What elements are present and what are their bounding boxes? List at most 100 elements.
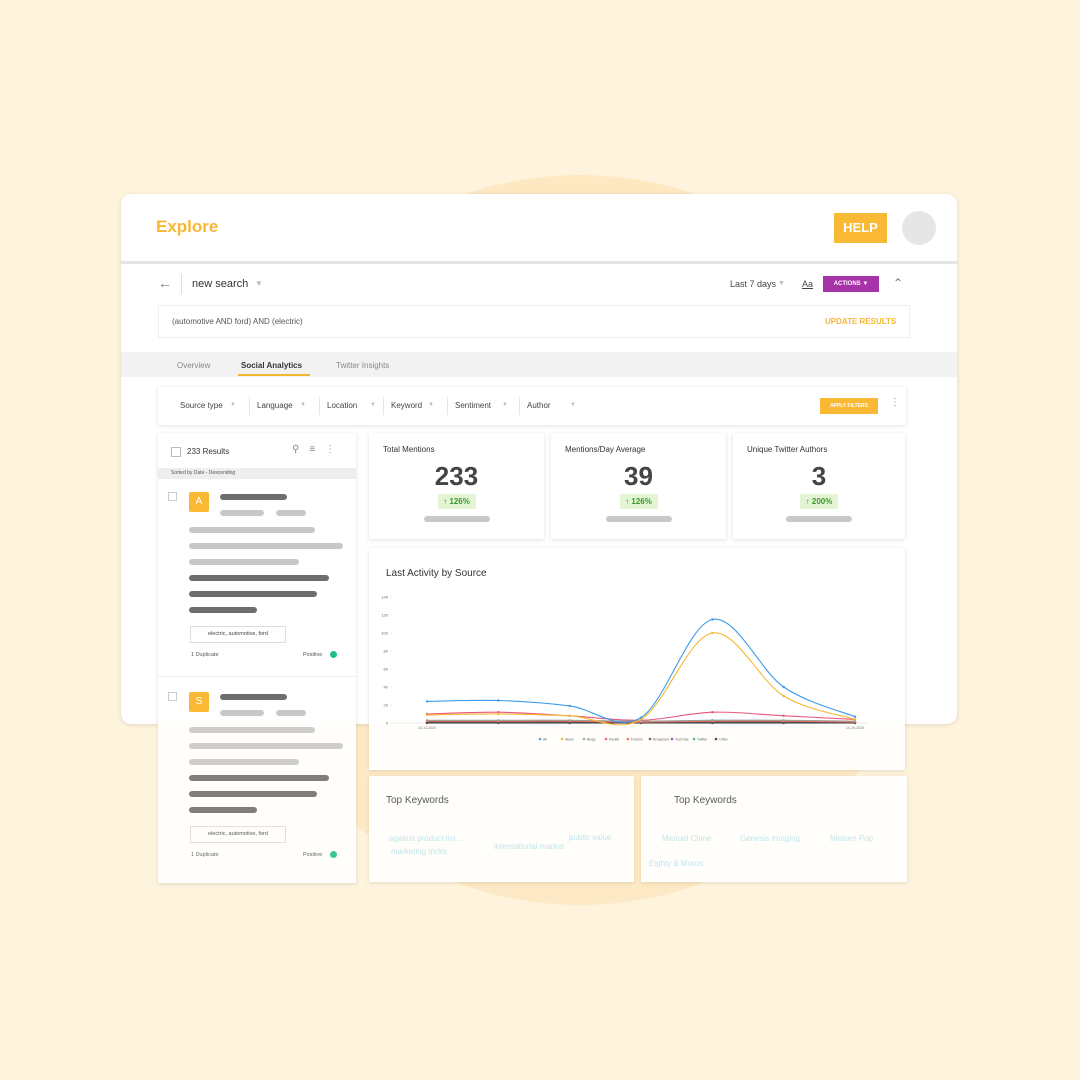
date-range[interactable]: Last 7 days	[730, 279, 777, 289]
tab[interactable]: Social Analytics	[241, 361, 303, 370]
legend-swatch	[670, 737, 674, 741]
point	[782, 714, 785, 717]
tab-bar	[121, 352, 957, 377]
point	[425, 700, 429, 703]
keyword-card	[641, 776, 907, 882]
legend-label: Other	[719, 737, 729, 741]
legend-label: Forums	[631, 737, 643, 741]
stat-change: ↑ 200%	[800, 494, 838, 509]
legend-swatch	[582, 737, 586, 741]
y-tick-label: 60	[384, 667, 389, 672]
keyword-card	[369, 776, 634, 882]
y-tick-label: 80	[384, 649, 389, 654]
checkbox[interactable]	[171, 447, 181, 457]
point	[497, 719, 500, 722]
legend-label: Twitter	[697, 737, 708, 741]
separator	[181, 274, 182, 294]
point	[568, 704, 571, 708]
result-avatar: S	[189, 692, 209, 712]
filter[interactable]: Keyword	[391, 401, 423, 410]
query-text[interactable]: (automotive AND ford) AND (electric)	[172, 317, 303, 326]
stat-value: 39	[624, 461, 653, 491]
divider	[158, 676, 356, 677]
y-tick-label: 20	[384, 703, 389, 708]
separator	[319, 397, 320, 415]
actions-button[interactable]: ACTIONS ▼	[823, 276, 879, 292]
caret: ▼	[370, 402, 376, 408]
bar	[189, 559, 299, 565]
point	[639, 716, 643, 719]
bar	[423, 516, 490, 522]
bar	[189, 759, 299, 765]
point	[782, 685, 785, 689]
caret: ▼	[778, 280, 785, 287]
actions-label: ACTIONS	[833, 281, 861, 287]
filter[interactable]: Source type	[180, 401, 223, 410]
filter[interactable]: Language	[257, 401, 293, 410]
collapse[interactable]: ⌃	[893, 276, 904, 290]
chart-card: Last Activity by Source 0 20 40 60 80 100 120 1…	[369, 548, 905, 770]
keyword: against product lini...	[389, 834, 463, 843]
keyword: marketing tricks	[391, 847, 448, 856]
update-button[interactable]: UPDATE RESULTS	[825, 317, 897, 326]
filter[interactable]: Author	[527, 401, 551, 410]
point	[782, 694, 785, 698]
point	[711, 618, 714, 621]
bar	[220, 710, 264, 716]
x-tick-label: 10-19-2020	[846, 726, 864, 730]
bar	[276, 710, 306, 716]
legend-label: Blogs	[587, 737, 596, 741]
stat-change: ↑ 126%	[619, 494, 658, 509]
bar	[605, 516, 672, 522]
result-avatar: A	[189, 492, 209, 512]
stat-change-value: 200%	[811, 497, 833, 506]
help-button[interactable]: HELP	[834, 213, 887, 243]
point	[853, 715, 857, 718]
bar	[189, 575, 329, 581]
tab[interactable]: Twitter Insights	[336, 361, 390, 370]
point	[425, 719, 429, 722]
bar	[189, 591, 317, 597]
stat-value: 3	[811, 461, 827, 491]
tab[interactable]: Overview	[177, 361, 211, 370]
point	[497, 711, 500, 714]
avatar[interactable]	[902, 211, 936, 245]
bar	[220, 510, 264, 516]
apply-button[interactable]: APPLY FILTERS	[820, 398, 878, 414]
caret: ▼	[570, 402, 576, 408]
point	[639, 720, 643, 723]
more[interactable]: ⋮	[890, 397, 900, 408]
search-name[interactable]: new search	[192, 278, 249, 290]
bar	[189, 527, 315, 533]
stat-label: Unique Twitter Authors	[747, 445, 828, 454]
bar	[189, 727, 315, 733]
back-arrow[interactable]: ←	[158, 275, 172, 291]
query-box	[158, 305, 910, 338]
sentiment: Positive	[303, 852, 323, 858]
stat-change-value: 126%	[631, 497, 652, 506]
sentiment-dot	[330, 651, 337, 658]
chart-title: Last Activity by Source	[386, 568, 487, 579]
point	[497, 699, 500, 702]
point	[853, 718, 857, 721]
separator	[447, 397, 448, 415]
bar	[786, 516, 852, 522]
legend-label: News	[565, 737, 574, 741]
bar	[189, 807, 257, 813]
y-tick-label: 0	[386, 721, 389, 726]
icons[interactable]: ⚲≡⋮	[292, 444, 346, 455]
y-tick-label: 140	[381, 595, 388, 600]
filter[interactable]: Sentiment	[455, 401, 492, 410]
filter[interactable]: Location	[327, 401, 358, 410]
checkbox[interactable]	[168, 492, 177, 501]
filter-bar	[158, 387, 906, 425]
stat-value: 233	[434, 461, 479, 491]
bar	[189, 607, 257, 613]
point	[497, 712, 500, 716]
keyword-title: Top Keywords	[386, 795, 449, 806]
case-toggle[interactable]: Aa	[802, 279, 814, 289]
legend-label: YouTube	[675, 737, 689, 741]
point	[711, 719, 714, 722]
checkbox[interactable]	[168, 692, 177, 701]
